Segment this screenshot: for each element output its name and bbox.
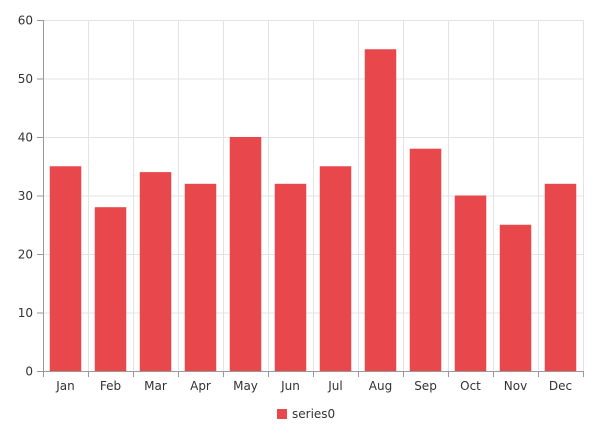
- bars: [49, 49, 577, 372]
- bar-nov[interactable]: [499, 224, 532, 371]
- x-tick-label: Jan: [55, 379, 75, 393]
- bar-oct[interactable]: [454, 195, 487, 372]
- bar-mar[interactable]: [139, 172, 172, 371]
- grid-lines: [43, 20, 584, 371]
- y-tick-label: 10: [18, 306, 33, 320]
- y-tick-label: 50: [18, 72, 33, 86]
- x-tick-label: Sep: [414, 379, 437, 393]
- x-tick-label: May: [233, 379, 258, 393]
- x-tick-label: Nov: [504, 379, 527, 393]
- bar-apr[interactable]: [184, 183, 217, 371]
- x-tick-label: Apr: [190, 379, 211, 393]
- x-tick-label: Feb: [100, 379, 121, 393]
- bar-jan[interactable]: [49, 166, 82, 371]
- legend: series0: [277, 407, 335, 421]
- bar-aug[interactable]: [364, 49, 397, 371]
- axes: 0 10 20 30 40 50 60 Jan Feb Mar Apr May Jun Jul Aug Sep…: [18, 14, 584, 393]
- y-tick-label: 20: [18, 248, 33, 262]
- x-tick-label: Jun: [280, 379, 300, 393]
- x-tick-label: Oct: [460, 379, 481, 393]
- bar-sep[interactable]: [409, 148, 442, 371]
- x-tick-label: Jul: [327, 379, 342, 393]
- x-tick-label: Aug: [369, 379, 392, 393]
- bar-dec[interactable]: [544, 183, 577, 371]
- y-tick-label: 30: [18, 189, 33, 203]
- y-tick-label: 60: [18, 14, 33, 28]
- bar-jul[interactable]: [319, 166, 352, 371]
- y-tick-label: 0: [25, 365, 33, 379]
- y-tick-label: 40: [18, 131, 33, 145]
- bar-jun[interactable]: [274, 183, 307, 371]
- bar-may[interactable]: [229, 137, 262, 371]
- legend-label: series0: [292, 407, 335, 421]
- bar-feb[interactable]: [94, 207, 127, 371]
- x-tick-label: Dec: [549, 379, 572, 393]
- x-tick-label: Mar: [144, 379, 167, 393]
- legend-swatch: [277, 409, 287, 419]
